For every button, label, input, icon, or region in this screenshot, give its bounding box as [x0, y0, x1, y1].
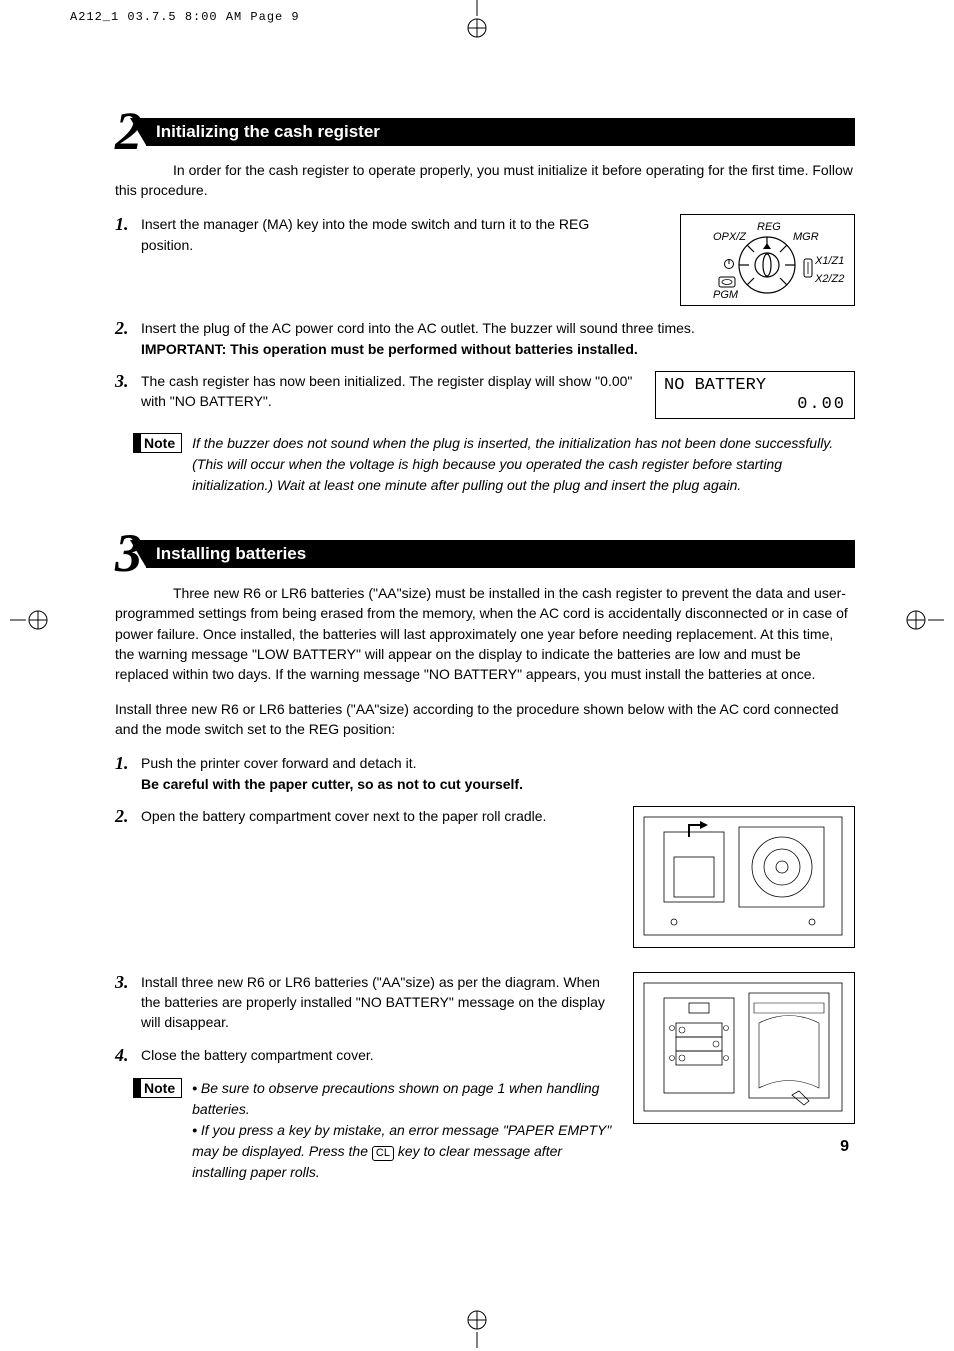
step-text: Open the battery compartment cover next … — [141, 806, 619, 826]
step-number: 4. — [115, 1045, 141, 1066]
dial-label-mgr: MGR — [793, 231, 819, 243]
step-number: 1. — [115, 753, 141, 774]
note-badge: Note — [133, 433, 182, 453]
step-number: 3. — [115, 972, 141, 993]
step-text: Insert the manager (MA) key into the mod… — [141, 214, 639, 255]
dial-label-opxz: OPX/Z — [713, 231, 746, 243]
page: A212_1 03.7.5 8:00 AM Page 9 2 Initializ… — [0, 0, 954, 1351]
step-text: Close the battery compartment cover. — [141, 1045, 615, 1065]
page-number: 9 — [840, 1138, 849, 1156]
illustration-1 — [633, 806, 855, 966]
dial-label-x2z2: X2/Z2 — [815, 273, 844, 285]
step-number: 2. — [115, 318, 141, 339]
content-area: 2 Initializing the cash register In orde… — [115, 110, 855, 1183]
section-2-note: Note If the buzzer does not sound when t… — [115, 433, 855, 496]
section-2-steps: 1. Insert the manager (MA) key into the … — [115, 214, 855, 419]
display-line-1: NO BATTERY — [664, 376, 846, 395]
crop-mark-right-icon — [904, 600, 944, 643]
section-3-note: Note • Be sure to observe precautions sh… — [115, 1078, 615, 1183]
dial-label-pgm: PGM — [713, 289, 738, 301]
step-item: 3. Install three new R6 or LR6 batteries… — [115, 972, 615, 1033]
step-bold: Be careful with the paper cutter, so as … — [141, 776, 523, 792]
step-item: 2. Insert the plug of the AC power cord … — [115, 318, 855, 359]
crop-mark-top-icon — [457, 0, 497, 43]
step-text: The cash register has now been initializ… — [141, 371, 649, 412]
step-number: 3. — [115, 371, 141, 392]
cl-key-icon: CL — [372, 1146, 394, 1161]
illustration-2 — [633, 972, 855, 1183]
step-item: 1. Insert the manager (MA) key into the … — [115, 214, 855, 306]
step-item: 4. Close the battery compartment cover. — [115, 1045, 615, 1066]
crop-mark-bottom-icon — [457, 1308, 497, 1351]
step-important: IMPORTANT: This operation must be perfor… — [141, 341, 638, 357]
note-text: If the buzzer does not sound when the pl… — [192, 433, 855, 496]
step-text: Push the printer cover forward and detac… — [141, 753, 855, 794]
step-text: Insert the plug of the AC power cord int… — [141, 318, 855, 359]
section-2-header: 2 Initializing the cash register — [115, 110, 855, 153]
section-3-intro: Three new R6 or LR6 batteries ("AA"size)… — [115, 583, 855, 684]
print-header: A212_1 03.7.5 8:00 AM Page 9 — [70, 10, 300, 24]
section-3-title: Installing batteries — [146, 540, 855, 568]
section-3-para2: Install three new R6 or LR6 batteries ("… — [115, 699, 855, 740]
step-number: 2. — [115, 806, 141, 827]
section-3-steps: 1. Push the printer cover forward and de… — [115, 753, 855, 1182]
register-display: NO BATTERY 0.00 — [655, 371, 855, 419]
step-item: 3. The cash register has now been initia… — [115, 371, 855, 419]
mode-dial-diagram: REG OPX/Z MGR X1/Z1 X2/Z2 PGM — [680, 214, 855, 306]
dial-label-x1z1: X1/Z1 — [815, 255, 844, 267]
crop-mark-left-icon — [10, 600, 50, 643]
note-text: • Be sure to observe precautions shown o… — [192, 1078, 615, 1183]
step-item: 2. Open the battery compartment cover ne… — [115, 806, 855, 966]
steps-3-4-group: 3. Install three new R6 or LR6 batteries… — [115, 972, 855, 1183]
section-2-title: Initializing the cash register — [146, 118, 855, 146]
section-2-intro: In order for the cash register to operat… — [115, 161, 855, 200]
display-line-2: 0.00 — [664, 395, 846, 414]
step-text: Install three new R6 or LR6 batteries ("… — [141, 972, 615, 1033]
section-3-header: 3 Installing batteries — [115, 532, 855, 575]
note-badge: Note — [133, 1078, 182, 1098]
dial-label-reg: REG — [757, 221, 781, 233]
step-number: 1. — [115, 214, 141, 235]
step-item: 1. Push the printer cover forward and de… — [115, 753, 855, 794]
